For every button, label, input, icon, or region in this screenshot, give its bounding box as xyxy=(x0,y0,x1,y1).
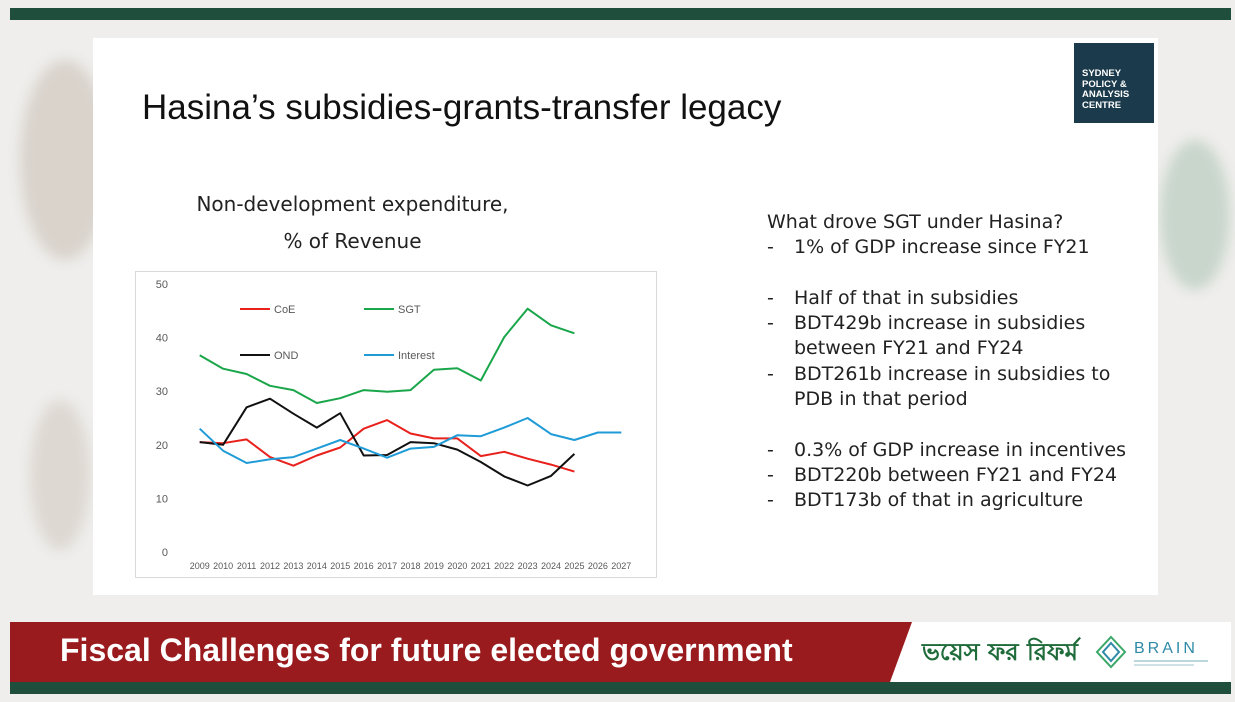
logo-line: CENTRE xyxy=(1082,99,1122,111)
brain-logo-subline xyxy=(1134,664,1194,666)
y-tick-label: 10 xyxy=(156,493,168,505)
legend-label-ond: OND xyxy=(274,350,299,362)
drivers-text: What drove SGT under Hasina? -1% of GDP i… xyxy=(767,210,1147,514)
x-tick-label: 2012 xyxy=(260,561,280,571)
bullet-text: 1% of GDP increase since FY21 xyxy=(794,236,1090,259)
x-tick-label: 2019 xyxy=(424,561,444,571)
bullet-text: BDT220b between FY21 and FY24 xyxy=(794,463,1118,486)
legend-label-interest: Interest xyxy=(398,350,435,362)
bullet-dash: - xyxy=(767,362,774,385)
drivers-heading: What drove SGT under Hasina? xyxy=(767,211,1064,233)
brain-logo-subline xyxy=(1134,660,1208,662)
series-line-sgt xyxy=(199,307,575,404)
spacer xyxy=(767,412,1147,437)
chart-title-line-1: Non-development expenditure, xyxy=(196,192,509,216)
x-tick-label: 2015 xyxy=(330,561,350,571)
footer-title: Fiscal Challenges for future elected gov… xyxy=(60,632,793,668)
background-blur xyxy=(30,400,90,550)
chart-container: 0 10 20 30 40 50 2009 2010 2011 2012 2013 2014 2015 2… xyxy=(135,271,657,578)
bullet-item: - Half of that in subsidies xyxy=(767,286,1147,311)
y-tick-label: 20 xyxy=(156,440,168,452)
chart-title-line-2: % of Revenue xyxy=(283,229,422,253)
x-tick-label: 2024 xyxy=(541,561,561,571)
bullet-item: - BDT173b of that in agriculture xyxy=(767,488,1147,513)
bullet-dash: - xyxy=(767,489,774,512)
legend-label-sgt: SGT xyxy=(398,304,421,316)
spac-logo: SYDNEY POLICY & ANALYSIS CENTRE xyxy=(1074,43,1154,123)
x-tick-label: 2021 xyxy=(471,561,491,571)
bullet-item: - BDT261b increase in subsidies to xyxy=(767,362,1147,387)
slide-title: Hasina’s subsidies-grants-transfer legac… xyxy=(142,88,782,127)
y-tick-label: 30 xyxy=(156,386,168,398)
brain-logo-icon xyxy=(1095,635,1127,669)
brain-logo-text: BRAIN xyxy=(1134,640,1198,657)
bullet-continuation: PDB in that period xyxy=(794,388,968,411)
logo-line: ANALYSIS xyxy=(1082,89,1130,100)
footer-logos-panel xyxy=(890,622,1231,682)
y-tick-label: 0 xyxy=(162,547,168,559)
logo-line: SYDNEY xyxy=(1082,68,1122,79)
x-tick-label: 2018 xyxy=(400,561,420,571)
x-tick-label: 2013 xyxy=(283,561,303,571)
legend-label-coe: CoE xyxy=(274,304,295,316)
y-tick-label: 40 xyxy=(156,333,168,345)
x-tick-label: 2009 xyxy=(190,561,210,571)
series-line-ond xyxy=(199,397,576,487)
bullet-text: Half of that in subsidies xyxy=(794,286,1019,309)
voice-for-reform-logo: ভয়েস ফর রিফর্ম xyxy=(922,638,1078,666)
chart-title: Non-development expenditure, % of Revenu… xyxy=(150,186,555,260)
bullet-dash: - xyxy=(767,312,774,335)
x-tick-label: 2014 xyxy=(307,561,327,571)
bullet-text: 0.3% of GDP increase in incentives xyxy=(794,438,1127,461)
x-tick-label: 2023 xyxy=(518,561,538,571)
bullet-text: BDT429b increase in subsidies xyxy=(794,312,1086,335)
x-tick-label: 2027 xyxy=(611,561,631,571)
x-tick-label: 2011 xyxy=(237,561,256,571)
bullet-item: -1% of GDP increase since FY21 xyxy=(767,235,1147,260)
x-tick-label: 2020 xyxy=(447,561,467,571)
x-tick-label: 2010 xyxy=(213,561,233,571)
bullet-dash: - xyxy=(767,236,774,259)
bullet-item: - BDT429b increase in subsidies xyxy=(767,311,1147,336)
x-tick-label: 2016 xyxy=(354,561,374,571)
bullet-item: -0.3% of GDP increase in incentives xyxy=(767,438,1147,463)
logo-line: POLICY & xyxy=(1082,78,1127,90)
x-tick-label: 2022 xyxy=(494,561,514,571)
spacer xyxy=(767,261,1147,286)
bullet-dash: - xyxy=(767,463,774,486)
bullet-text: BDT173b of that in agriculture xyxy=(794,489,1084,512)
x-tick-label: 2017 xyxy=(377,561,397,571)
footer-stripe xyxy=(10,682,1231,694)
background-blur xyxy=(1160,140,1230,290)
bullet-dash: - xyxy=(767,438,774,461)
y-tick-label: 50 xyxy=(156,279,168,291)
top-bar xyxy=(10,8,1231,20)
x-tick-label: 2025 xyxy=(564,561,584,571)
bullet-continuation: between FY21 and FY24 xyxy=(794,337,1024,360)
bullet-item: - BDT220b between FY21 and FY24 xyxy=(767,463,1147,488)
bullet-text: BDT261b increase in subsidies to xyxy=(794,362,1111,385)
series-line-coe xyxy=(199,419,575,473)
series-line-interest xyxy=(199,417,622,464)
line-chart: 0 10 20 30 40 50 2009 2010 2011 2012 2013 2014 2015 2… xyxy=(156,279,632,571)
bullet-dash: - xyxy=(767,286,774,309)
x-tick-label: 2026 xyxy=(588,561,608,571)
